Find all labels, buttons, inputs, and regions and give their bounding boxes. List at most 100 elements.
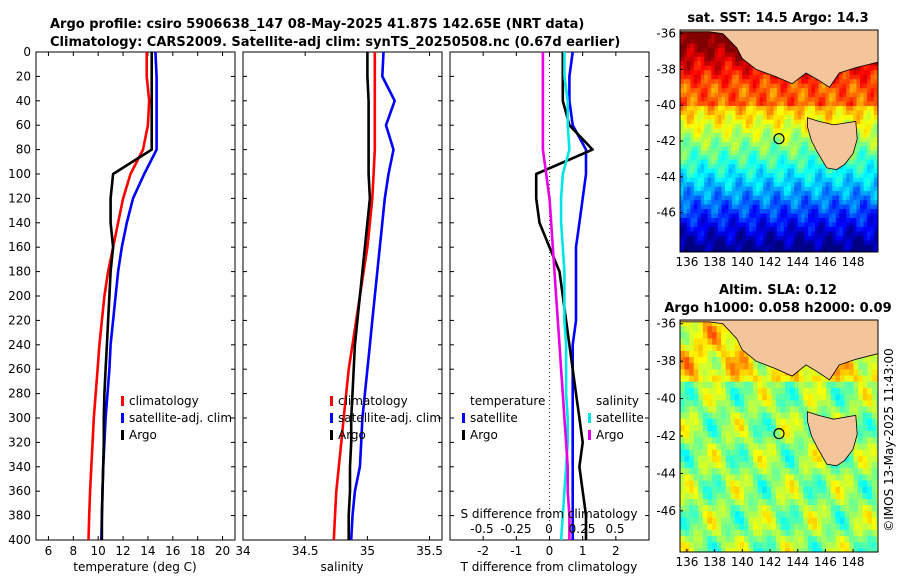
- map-cell: [721, 195, 726, 201]
- map-cell: [870, 155, 875, 161]
- map-cell: [689, 344, 695, 352]
- map-cell: [801, 249, 806, 252]
- map-cell: [690, 213, 695, 219]
- map-cell: [711, 39, 716, 45]
- map-cell: [773, 119, 778, 125]
- map-cell: [862, 394, 868, 401]
- map-cell: [811, 209, 816, 215]
- map-cell: [700, 137, 705, 143]
- map-cell: [858, 474, 864, 482]
- map-cell: [698, 357, 704, 364]
- map-cell: [731, 65, 736, 71]
- map-cell: [853, 186, 858, 192]
- map-cell: [693, 231, 698, 237]
- map-cell: [763, 222, 768, 228]
- map-cell: [683, 155, 688, 161]
- map-cell: [728, 209, 733, 215]
- map-cell: [763, 92, 768, 98]
- map-cell: [680, 65, 685, 71]
- map-cell: [828, 186, 833, 192]
- y-tick-label: 40: [16, 94, 31, 108]
- map-cell: [832, 110, 837, 116]
- map-cell: [826, 462, 832, 469]
- map-cell: [725, 182, 730, 188]
- map-cell: [832, 231, 837, 237]
- map-cell: [721, 218, 726, 224]
- map-cell: [776, 387, 782, 395]
- map-cell: [714, 186, 719, 192]
- map-cell: [718, 231, 723, 237]
- map-cell: [858, 486, 864, 494]
- map-cell: [704, 226, 709, 232]
- map-cell: [776, 88, 781, 94]
- map-cell: [690, 110, 695, 116]
- map-cell: [700, 182, 705, 188]
- map-cell: [748, 431, 754, 438]
- map-cell: [787, 195, 792, 201]
- map-cell: [801, 164, 806, 170]
- map-cell: [876, 474, 878, 482]
- map-cell: [716, 326, 722, 333]
- map-cell: [753, 381, 759, 389]
- map-cell: [862, 443, 868, 451]
- map-cell: [712, 505, 718, 512]
- map-cell: [752, 209, 757, 215]
- map-cell: [860, 128, 865, 134]
- map-cell: [697, 231, 702, 237]
- map-cell: [815, 168, 820, 174]
- map-cell: [721, 505, 727, 512]
- map-cell: [707, 400, 713, 408]
- map-cell: [718, 222, 723, 228]
- map-cell: [725, 474, 731, 482]
- map-cell: [721, 542, 727, 550]
- map-cell: [742, 137, 747, 143]
- map-cell: [702, 499, 708, 506]
- map-cell: [853, 505, 859, 512]
- map-cell: [683, 191, 688, 197]
- map-cell: [842, 97, 847, 103]
- map-cell: [853, 110, 858, 116]
- map-cell: [763, 150, 768, 156]
- map-cell: [856, 231, 861, 237]
- map-cell: [766, 480, 772, 488]
- map-cell: [766, 443, 772, 451]
- map-cell: [690, 177, 695, 183]
- map-cell: [794, 499, 800, 506]
- map-cell: [811, 204, 816, 210]
- map-cell: [866, 101, 871, 107]
- map-cell: [866, 164, 871, 170]
- map-cell: [700, 56, 705, 62]
- map-cell: [860, 204, 865, 210]
- map-cell: [811, 235, 816, 241]
- map-cell: [858, 462, 864, 469]
- map-cell: [842, 209, 847, 215]
- map-cell: [731, 159, 736, 165]
- x-tick-label: 10: [91, 544, 106, 558]
- map-cell: [828, 218, 833, 224]
- map-cell: [766, 235, 771, 241]
- map-cell: [818, 164, 823, 170]
- map-cell: [680, 101, 685, 107]
- map-cell: [773, 88, 778, 94]
- map-cell: [803, 480, 809, 488]
- map-cell: [734, 431, 740, 438]
- map-cell: [858, 381, 864, 389]
- map-cell: [748, 443, 754, 451]
- map-cell: [757, 387, 763, 395]
- map-cell: [844, 394, 850, 401]
- map-cell: [870, 209, 875, 215]
- map-cell: [728, 159, 733, 165]
- map-cell: [728, 83, 733, 89]
- map-cell: [787, 186, 792, 192]
- map-cell: [702, 406, 708, 414]
- map-cell: [742, 173, 747, 179]
- map-cell: [680, 52, 685, 58]
- map-cell: [683, 141, 688, 147]
- map-cell: [776, 480, 782, 488]
- map-cell: [803, 431, 809, 438]
- map-cell: [731, 124, 736, 130]
- map-cell: [683, 240, 688, 246]
- map-cell: [739, 418, 745, 426]
- map-cell: [739, 492, 745, 500]
